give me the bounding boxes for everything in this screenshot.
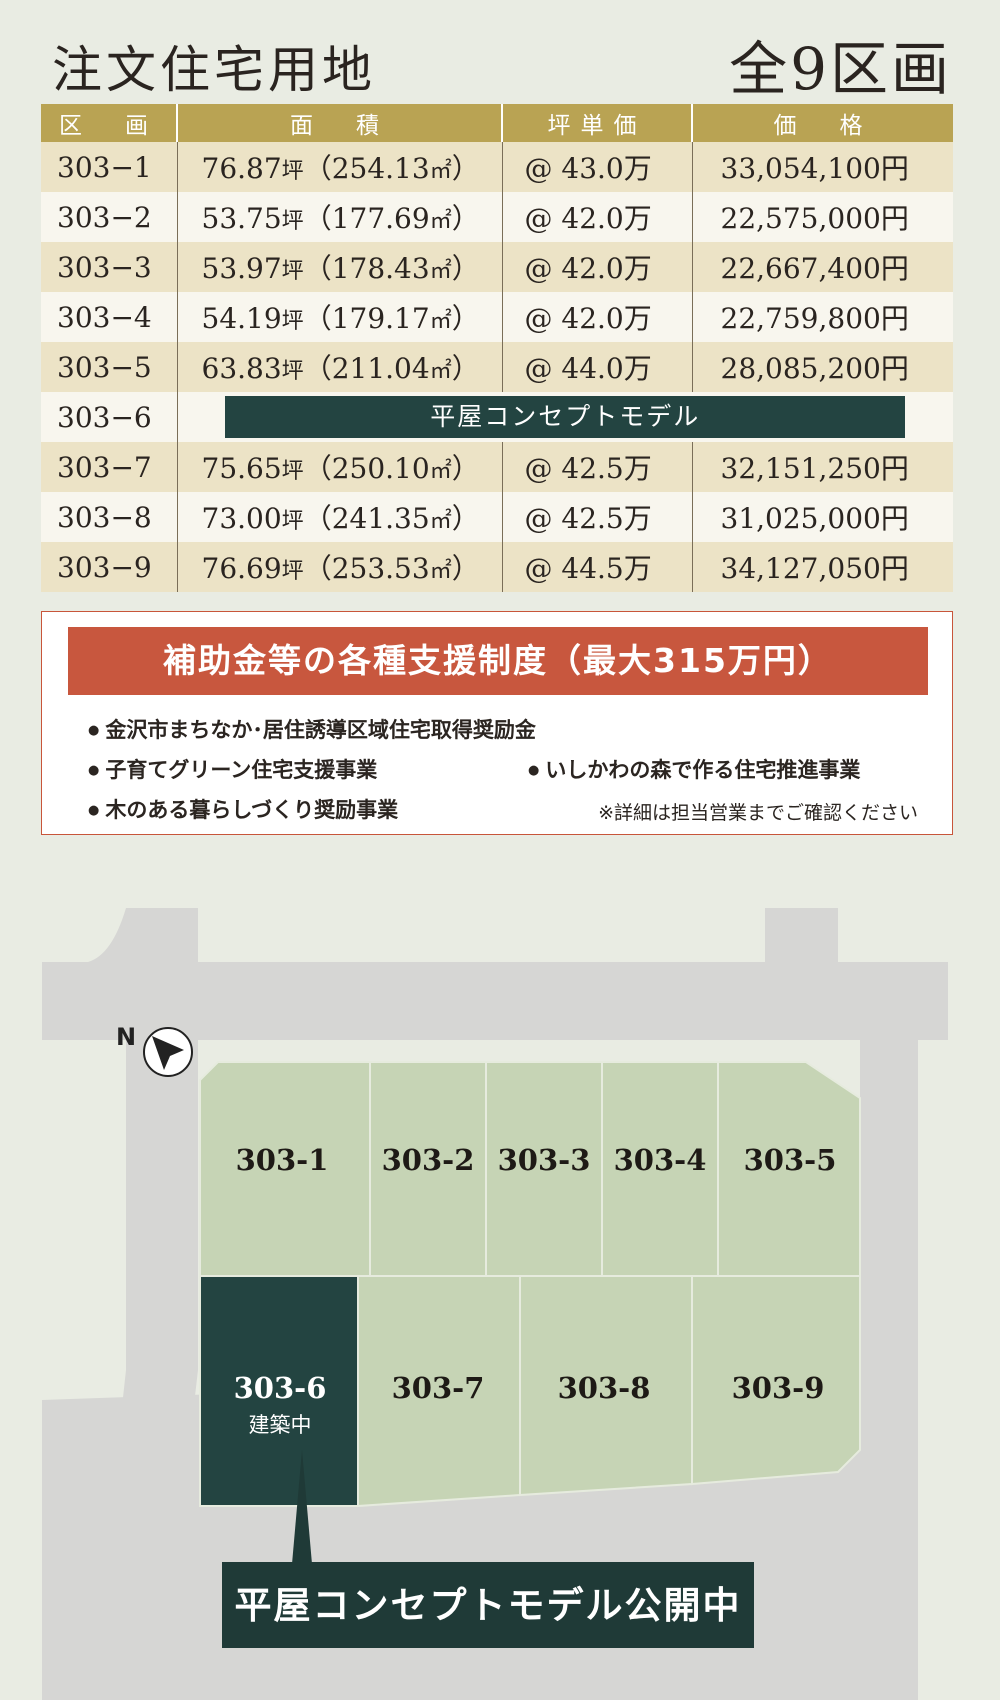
banner-pointer xyxy=(292,1450,312,1564)
lot-price: 33,054,100円 xyxy=(692,142,953,192)
lot-area: 63.83坪（211.04㎡） xyxy=(177,342,503,392)
road xyxy=(42,908,238,1700)
col-price-header: 価 格 xyxy=(692,104,953,142)
lot-unit-price: @ 43.0万 xyxy=(502,142,693,192)
lot-unit-price: @ 42.0万 xyxy=(502,292,693,342)
lot-id: 303−5 xyxy=(41,342,178,392)
table-row: 303−4 54.19坪（179.17㎡） @ 42.0万 22,759,800… xyxy=(41,292,953,342)
lot-label: 303-3 xyxy=(498,1143,591,1177)
lot-unit-price: @ 44.5万 xyxy=(502,542,693,592)
table-row: 303−2 53.75坪（177.69㎡） @ 42.0万 22,575,000… xyxy=(41,192,953,242)
lot-id: 303−3 xyxy=(41,242,178,292)
lot-label: 303-7 xyxy=(392,1371,485,1405)
lot-price-table: 区 画 面 積 坪単価 価 格 303−1 76.87坪（254.13㎡） @ … xyxy=(41,104,953,592)
col-lot-header: 区 画 xyxy=(41,104,178,142)
lot-area: 54.19坪（179.17㎡） xyxy=(177,292,503,342)
lot-unit-price: @ 42.5万 xyxy=(502,442,693,492)
col-unit-price-header: 坪単価 xyxy=(502,104,693,142)
lot-303-4 xyxy=(601,1061,719,1277)
model-badge: 平屋コンセプトモデル xyxy=(225,396,906,438)
model-cell: 平屋コンセプトモデル xyxy=(177,392,953,442)
lot-label: 303-5 xyxy=(744,1143,837,1177)
lot-unit-price: @ 42.5万 xyxy=(502,492,693,542)
lot-count: 全9区画 xyxy=(729,35,952,103)
north-label: N xyxy=(116,1023,136,1051)
lot-id: 303−6 xyxy=(41,392,178,442)
road xyxy=(42,962,948,1040)
lot-area: 53.97坪（178.43㎡） xyxy=(177,242,503,292)
lot-id: 303−7 xyxy=(41,442,178,492)
support-item: 木のある暮らしづくり奨励事業 xyxy=(88,794,398,824)
lot-price: 32,151,250円 xyxy=(692,442,953,492)
support-title: 補助金等の各種支援制度（最大315万円） xyxy=(68,627,928,695)
lot-price: 28,085,200円 xyxy=(692,342,953,392)
lot-price: 22,575,000円 xyxy=(692,192,953,242)
north-arrow-icon xyxy=(143,1027,193,1077)
support-note: ※詳細は担当営業までご確認ください xyxy=(598,802,918,824)
open-house-banner: 平屋コンセプトモデル公開中 xyxy=(222,1562,754,1648)
lot-label: 303-4 xyxy=(614,1143,707,1177)
lot-label: 303-9 xyxy=(732,1371,825,1405)
lot-id: 303−2 xyxy=(41,192,178,242)
table-row: 303−5 63.83坪（211.04㎡） @ 44.0万 28,085,200… xyxy=(41,342,953,392)
table-header-row: 区 画 面 積 坪単価 価 格 xyxy=(41,104,953,142)
lot-price: 22,759,800円 xyxy=(692,292,953,342)
lot-price: 34,127,050円 xyxy=(692,542,953,592)
lot-id: 303−9 xyxy=(41,542,178,592)
lot-unit-price: @ 42.0万 xyxy=(502,242,693,292)
table-row: 303−9 76.69坪（253.53㎡） @ 44.5万 34,127,050… xyxy=(41,542,953,592)
lot-area: 73.00坪（241.35㎡） xyxy=(177,492,503,542)
lot-area: 53.75坪（177.69㎡） xyxy=(177,192,503,242)
lot-area: 75.65坪（250.10㎡） xyxy=(177,442,503,492)
table-row: 303−6 平屋コンセプトモデル xyxy=(41,392,953,442)
table-row: 303−1 76.87坪（254.13㎡） @ 43.0万 33,054,100… xyxy=(41,142,953,192)
support-item: いしかわの森で作る住宅推進事業 xyxy=(528,754,860,784)
support-programs-box: 補助金等の各種支援制度（最大315万円） 金沢市まちなか･居住誘導区域住宅取得奨… xyxy=(41,611,953,835)
lot-id: 303−8 xyxy=(41,492,178,542)
col-area-header: 面 積 xyxy=(177,104,503,142)
lot-price: 22,667,400円 xyxy=(692,242,953,292)
lot-id: 303−4 xyxy=(41,292,178,342)
lot-303-9 xyxy=(691,1275,861,1486)
lot-label: 303-8 xyxy=(558,1371,651,1405)
road xyxy=(860,1040,918,1420)
lot-303-5 xyxy=(717,1061,861,1277)
lot-area: 76.69坪（253.53㎡） xyxy=(177,542,503,592)
lot-303-2 xyxy=(369,1061,487,1277)
lot-status: 建築中 xyxy=(249,1413,312,1437)
lot-id: 303−1 xyxy=(41,142,178,192)
support-item: 金沢市まちなか･居住誘導区域住宅取得奨励金 xyxy=(88,714,536,744)
lot-price: 31,025,000円 xyxy=(692,492,953,542)
lot-unit-price: @ 42.0万 xyxy=(502,192,693,242)
lot-label: 303-1 xyxy=(236,1143,329,1177)
table-row: 303−3 53.97坪（178.43㎡） @ 42.0万 22,667,400… xyxy=(41,242,953,292)
table-row: 303−8 73.00坪（241.35㎡） @ 42.5万 31,025,000… xyxy=(41,492,953,542)
page-title: 注文住宅用地 xyxy=(52,41,376,99)
lot-label: 303-6 xyxy=(234,1371,327,1405)
lot-label: 303-2 xyxy=(382,1143,475,1177)
table-row: 303−7 75.65坪（250.10㎡） @ 42.5万 32,151,250… xyxy=(41,442,953,492)
lot-area: 76.87坪（254.13㎡） xyxy=(177,142,503,192)
lot-unit-price: @ 44.0万 xyxy=(502,342,693,392)
support-item: 子育てグリーン住宅支援事業 xyxy=(88,754,377,784)
